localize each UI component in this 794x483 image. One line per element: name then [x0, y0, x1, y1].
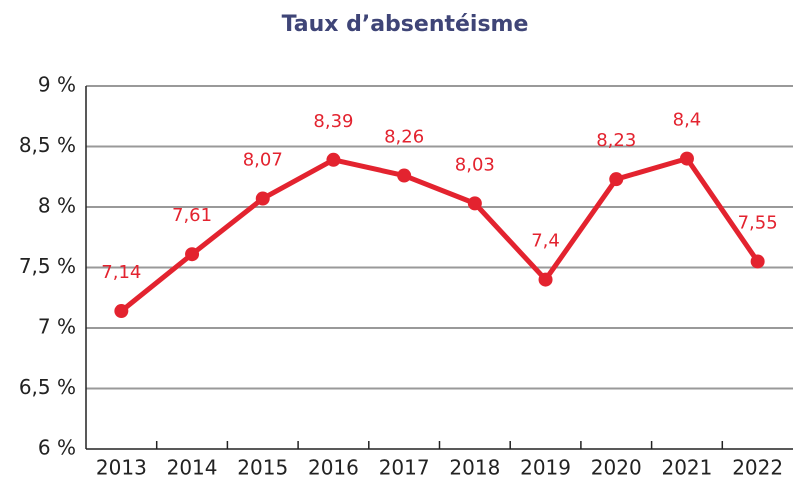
point: [397, 168, 412, 183]
point: [467, 196, 482, 211]
point: [114, 304, 129, 319]
y-tick-label: 6,5 %: [19, 375, 76, 399]
y-tick-label: 7 %: [38, 315, 76, 339]
point: [538, 272, 553, 287]
point: [326, 152, 341, 167]
data-label: 8,39: [313, 111, 353, 132]
point: [679, 151, 694, 166]
y-tick-label: 8 %: [38, 194, 76, 218]
y-tick-label: 9 %: [38, 73, 76, 97]
data-label: 8,26: [384, 127, 424, 148]
y-tick-label: 6 %: [38, 436, 76, 460]
x-tick-label: 2014: [167, 456, 218, 480]
line: [119, 156, 760, 314]
data-label: 8,4: [673, 110, 702, 131]
x-tick-label: 2018: [449, 456, 500, 480]
point: [255, 191, 270, 206]
chart-title: Taux d’absentéisme: [282, 12, 529, 37]
x-tick-label: 2015: [237, 456, 288, 480]
data-label: 8,03: [455, 154, 495, 175]
x-tick-label: 2019: [520, 456, 571, 480]
x-tick-label: 2020: [591, 456, 642, 480]
data-label: 7,61: [172, 205, 212, 226]
x-tick-label: 2021: [661, 456, 712, 480]
x-tick-label: 2016: [308, 456, 359, 480]
data-label: 7,55: [738, 212, 778, 233]
point: [750, 254, 765, 269]
data-label: 7,4: [531, 231, 560, 252]
y-tick-label: 7,5 %: [19, 254, 76, 278]
point: [185, 247, 200, 262]
x-tick-label: 2013: [96, 456, 147, 480]
data-label: 8,07: [243, 150, 283, 171]
data-label: 7,14: [101, 262, 141, 283]
x-tick-label: 2017: [379, 456, 430, 480]
y-tick-label: 8,5 %: [19, 133, 76, 157]
x-tick-label: 2022: [732, 456, 783, 480]
point: [609, 172, 624, 187]
data-label: 8,23: [596, 130, 636, 151]
